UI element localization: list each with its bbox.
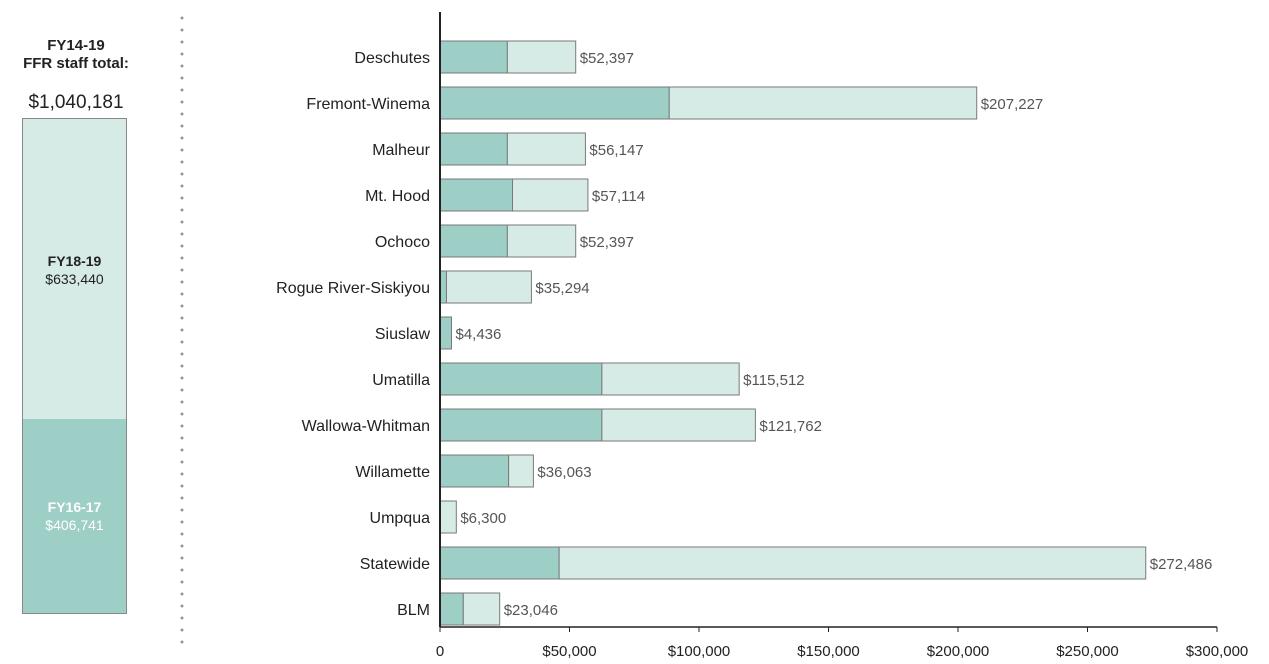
value-label-deschutes: $52,397 [580,50,634,67]
segment-fy16-17-value: $406,741 [45,517,104,533]
bar-fremont-winema-series-1 [439,86,670,120]
bar-willamette-series-1 [439,454,510,488]
segment-fy16-17-name: FY16-17 [47,499,102,515]
x-tick-label-4: $200,000 [927,643,990,660]
segment-fy18-19-label: FY18-19 $633,440 [23,252,126,288]
bar-ochoco-series-2 [506,224,577,258]
segment-fy16-17: FY16-17 $406,741 [23,419,126,613]
category-label-malheur: Malheur [372,142,430,159]
x-tick-label-6: $300,000 [1186,643,1249,660]
dotted-divider [180,12,184,652]
segment-fy18-19: FY18-19 $633,440 [23,119,126,421]
bar-willamette-series-2 [508,454,534,488]
category-label-umpqua: Umpqua [370,510,431,527]
bar-deschutes-series-1 [439,40,508,74]
category-label-wallowa-whitman: Wallowa-Whitman [302,418,430,435]
value-label-wallowa-whitman: $121,762 [759,418,822,435]
bar-ochoco-series-1 [439,224,508,258]
x-tick-label-1: $50,000 [542,643,596,660]
bar-blm-series-1 [439,592,464,626]
value-label-siuslaw: $4,436 [455,326,501,343]
category-label-mt-hood: Mt. Hood [365,188,430,205]
bar-blm-series-2 [462,592,501,626]
value-label-willamette: $36,063 [537,464,591,481]
bar-umpqua-series-2 [439,500,457,534]
category-label-deschutes: Deschutes [354,50,430,67]
value-label-malheur: $56,147 [589,142,643,159]
summary-title-line2: FFR staff total: [23,55,129,72]
bar-mt-hood-series-1 [439,178,514,212]
category-label-willamette: Willamette [355,464,430,481]
category-label-rogue-river-siskiyou: Rogue River-Siskiyou [276,280,430,297]
category-label-blm: BLM [397,602,430,619]
bar-rogue-river-siskiyou-series-2 [445,270,532,304]
bar-umatilla-series-2 [601,362,740,396]
x-tick-label-5: $250,000 [1056,643,1119,660]
value-label-umatilla: $115,512 [743,372,804,389]
category-label-ochoco: Ochoco [375,234,430,251]
bar-deschutes-series-2 [506,40,577,74]
bar-wallowa-whitman-series-2 [601,408,756,442]
bar-statewide-series-2 [558,546,1147,580]
value-label-blm: $23,046 [504,602,558,619]
segment-fy18-19-name: FY18-19 [47,253,102,269]
bar-mt-hood-series-2 [512,178,589,212]
value-label-rogue-river-siskiyou: $35,294 [535,280,589,297]
value-label-umpqua: $6,300 [460,510,506,527]
value-label-fremont-winema: $207,227 [981,96,1044,113]
summary-total: $1,040,181 [28,92,124,113]
summary-panel: FY14-19 FFR staff total: $1,040,181 FY18… [0,0,170,664]
segment-fy18-19-value: $633,440 [45,271,104,287]
category-label-statewide: Statewide [360,556,430,573]
category-label-fremont-winema: Fremont-Winema [306,96,430,113]
segment-fy16-17-label: FY16-17 $406,741 [23,498,126,534]
x-tick-label-2: $100,000 [668,643,731,660]
value-label-ochoco: $52,397 [580,234,634,251]
bar-umatilla-series-1 [439,362,603,396]
summary-stacked-bar: FY18-19 $633,440 FY16-17 $406,741 [22,118,127,614]
summary-title-line1: FY14-19 [47,37,105,54]
value-label-statewide: $272,486 [1150,556,1213,573]
bar-malheur-series-2 [506,132,586,166]
bar-fremont-winema-series-2 [668,86,978,120]
category-label-siuslaw: Siuslaw [375,326,431,343]
x-tick-label-3: $150,000 [797,643,860,660]
value-label-mt-hood: $57,114 [592,188,645,205]
category-label-umatilla: Umatilla [372,372,430,389]
bar-malheur-series-1 [439,132,508,166]
bar-statewide-series-1 [439,546,560,580]
bar-wallowa-whitman-series-1 [439,408,603,442]
bar-siuslaw-series-1 [439,316,452,350]
x-tick-label-0: 0 [436,643,444,660]
